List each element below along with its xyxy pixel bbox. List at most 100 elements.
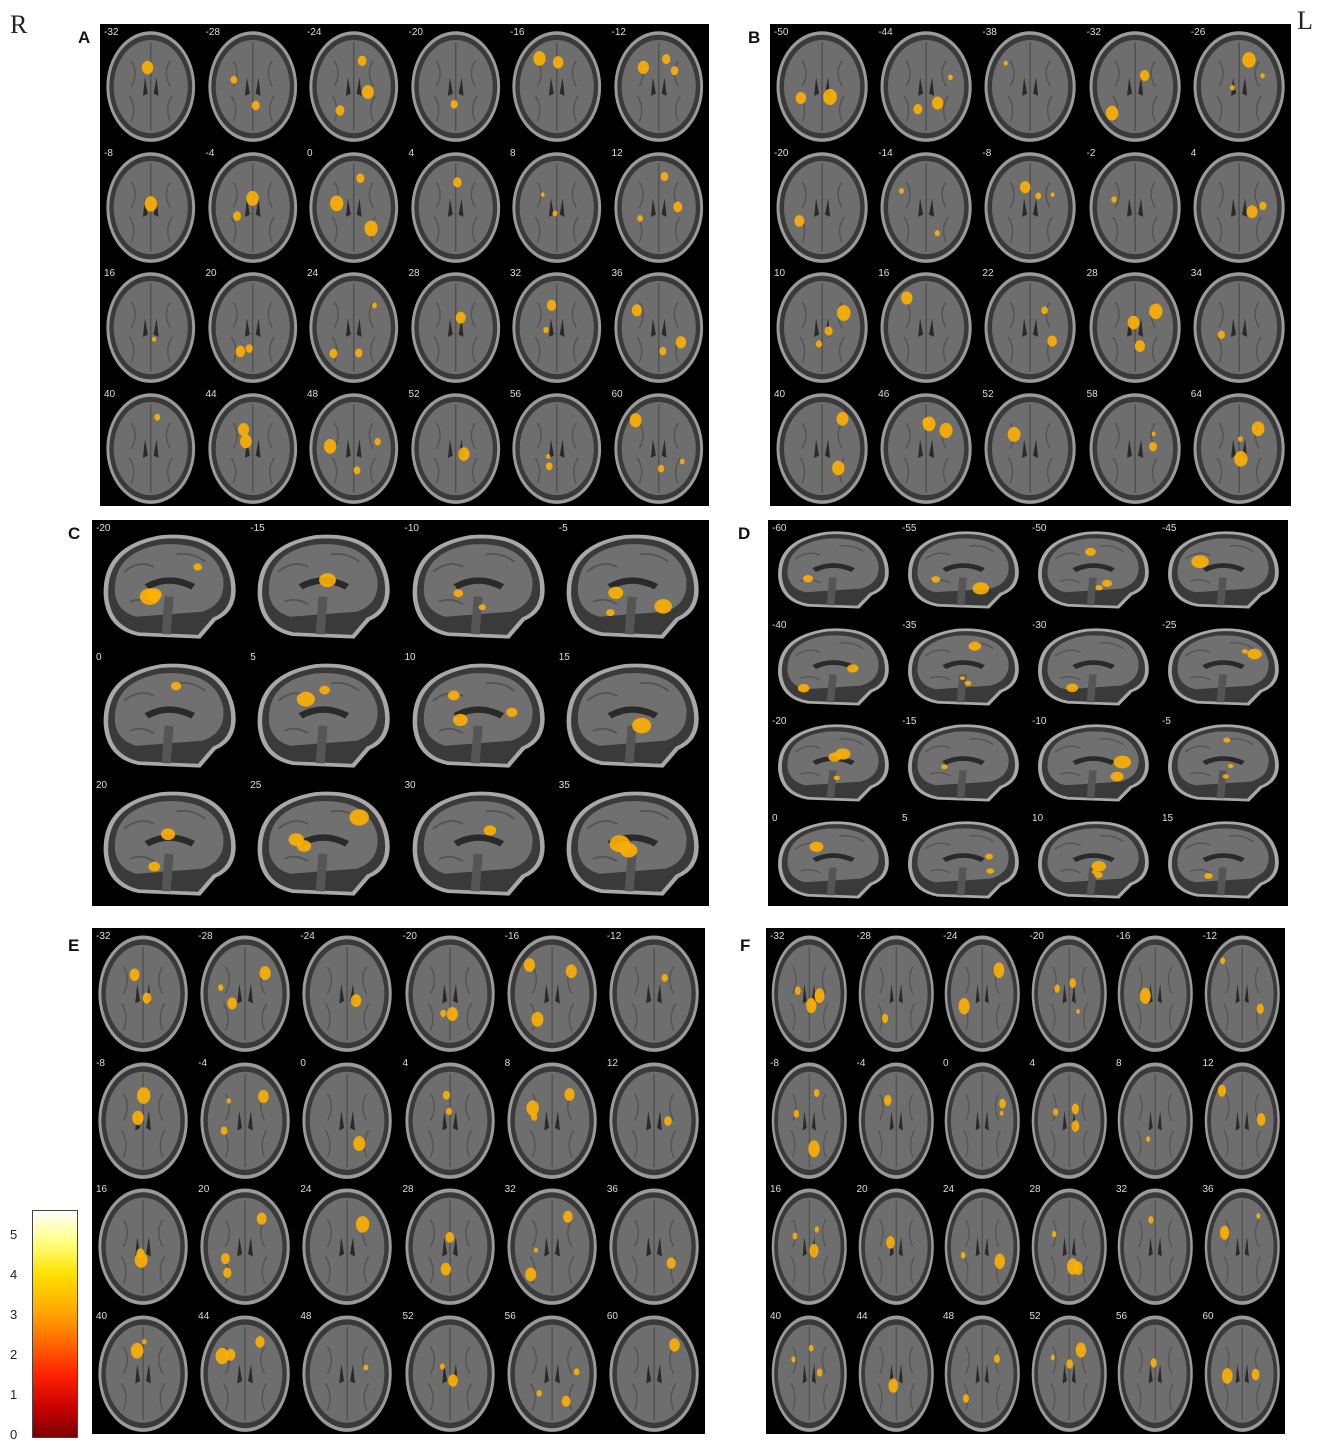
slice-coordinate-label: 40: [774, 388, 786, 400]
brain-slice: -28: [196, 930, 294, 1053]
slice-coordinate-label: 28: [402, 1184, 414, 1195]
brain-slice: -20: [94, 522, 244, 647]
brain-slice: 32: [508, 267, 606, 384]
brain-slice: 48: [305, 388, 403, 505]
slice-coordinate-label: 44: [856, 1310, 868, 1322]
slice-coordinate-label: -30: [1032, 619, 1047, 631]
slice-coordinate-label: 0: [300, 1057, 306, 1069]
slice-coordinate-label: 20: [205, 268, 217, 279]
panel-label-d: D: [738, 524, 751, 543]
slice-coordinate-label: -28: [856, 931, 871, 942]
slice-coordinate-label: 36: [611, 268, 623, 279]
slice-coordinate-label: -60: [772, 523, 787, 534]
slice-coordinate-label: 4: [1190, 147, 1197, 159]
colorbar-tick-3: 3: [10, 1307, 18, 1322]
slice-coordinate-label: 20: [198, 1184, 210, 1195]
brain-slice: -32: [768, 930, 851, 1053]
brain-slice: 10: [403, 651, 553, 776]
brain-slice: 46: [876, 388, 976, 505]
brain-slice: -32: [102, 26, 200, 143]
slice-coordinate-label: 48: [300, 1310, 312, 1322]
brain-slice: 24: [305, 267, 403, 384]
brain-slice: -32: [1085, 26, 1185, 143]
slice-coordinate-label: 52: [982, 388, 994, 400]
slice-coordinate-label: 20: [96, 780, 108, 792]
brain-slice: 16: [768, 1183, 851, 1306]
panel-label-f: F: [740, 936, 751, 955]
slice-coordinate-label: 36: [1202, 1184, 1214, 1195]
brain-slice: 52: [407, 388, 505, 505]
slice-coordinate-label: 32: [510, 268, 522, 279]
slice-coordinate-label: 64: [1190, 388, 1202, 400]
brain-slice: 8: [508, 147, 606, 264]
slice-coordinate-label: 60: [606, 1310, 618, 1322]
slice-coordinate-label: -16: [1116, 931, 1131, 942]
slice-coordinate-label: 24: [307, 268, 319, 279]
slice-coordinate-label: 52: [408, 388, 420, 400]
slice-coordinate-label: 10: [774, 268, 786, 279]
brain-slice: 60: [605, 1310, 703, 1433]
brain-slice: 44: [855, 1310, 938, 1433]
slice-coordinate-label: 28: [1029, 1184, 1041, 1195]
slice-coordinate-label: -25: [1162, 619, 1177, 631]
slice-coordinate-label: -32: [96, 931, 111, 942]
slice-coordinate-label: -8: [770, 1057, 779, 1069]
brain-slice: 4: [401, 1057, 499, 1180]
brain-slice: 22: [980, 267, 1080, 384]
brain-slice: 56: [508, 388, 606, 505]
slice-coordinate-label: 58: [1086, 388, 1098, 400]
brain-slice: 64: [1189, 388, 1289, 505]
brain-slice: 56: [503, 1310, 601, 1433]
slice-coordinate-label: -32: [1086, 27, 1102, 38]
slice-coordinate-label: -14: [878, 147, 893, 159]
brain-slice: -12: [1201, 930, 1284, 1053]
slice-coordinate-label: -45: [1162, 523, 1177, 534]
brain-slice: 44: [196, 1310, 294, 1433]
brain-slice: 24: [941, 1183, 1024, 1306]
slice-coordinate-label: 4: [408, 147, 415, 159]
panel-e-axial-slices: -32 -28 -24 -20 -16 -12: [92, 928, 705, 1434]
slice-coordinate-label: 16: [878, 268, 890, 279]
slice-coordinate-label: -28: [198, 931, 213, 942]
brain-slice: 10: [772, 267, 872, 384]
slice-coordinate-label: -8: [104, 147, 113, 159]
brain-slice: 0: [298, 1057, 396, 1180]
slice-coordinate-label: -12: [606, 931, 622, 942]
slice-coordinate-label: 16: [96, 1184, 108, 1195]
slice-coordinate-label: -55: [902, 523, 917, 534]
colorbar-tick-0: 0: [10, 1427, 18, 1442]
slice-coordinate-label: 12: [1202, 1057, 1214, 1069]
brain-slice: -20: [407, 26, 505, 143]
brain-slice: 40: [772, 388, 872, 505]
slice-coordinate-label: -16: [510, 27, 525, 38]
slice-coordinate-label: -4: [205, 147, 215, 159]
brain-slice: -15: [900, 715, 1026, 808]
brain-slice: 4: [1028, 1057, 1111, 1180]
panel-c-sagittal-slices: -20 -15 -10 -5 0 5: [92, 520, 709, 906]
brain-slice: -28: [855, 930, 938, 1053]
slice-coordinate-label: -32: [770, 931, 785, 942]
slice-coordinate-label: 12: [611, 147, 623, 159]
slice-coordinate-label: -12: [611, 27, 626, 38]
brain-slice: 12: [605, 1057, 703, 1180]
slice-coordinate-label: 20: [856, 1184, 868, 1195]
slice-coordinate-label: 32: [504, 1184, 516, 1195]
slice-coordinate-label: 52: [1029, 1310, 1041, 1322]
slice-coordinate-label: 0: [943, 1057, 949, 1069]
brain-slice: 34: [1189, 267, 1289, 384]
brain-slice: -2: [1085, 147, 1185, 264]
brain-slice: -45: [1160, 522, 1286, 615]
brain-slice: 58: [1085, 388, 1185, 505]
brain-slice: 12: [1201, 1057, 1284, 1180]
brain-slice: 40: [94, 1310, 192, 1433]
slice-coordinate-label: -28: [205, 27, 220, 38]
brain-slice: 16: [94, 1183, 192, 1306]
colorbar-tick-2: 2: [10, 1347, 18, 1362]
slice-coordinate-label: 16: [770, 1184, 782, 1195]
brain-slice: -30: [1030, 619, 1156, 712]
slice-coordinate-label: 28: [1086, 268, 1098, 279]
slice-coordinate-label: -5: [1162, 716, 1171, 727]
brain-slice: -10: [403, 522, 553, 647]
panel-label-c: C: [68, 524, 81, 543]
brain-slice: -8: [94, 1057, 192, 1180]
